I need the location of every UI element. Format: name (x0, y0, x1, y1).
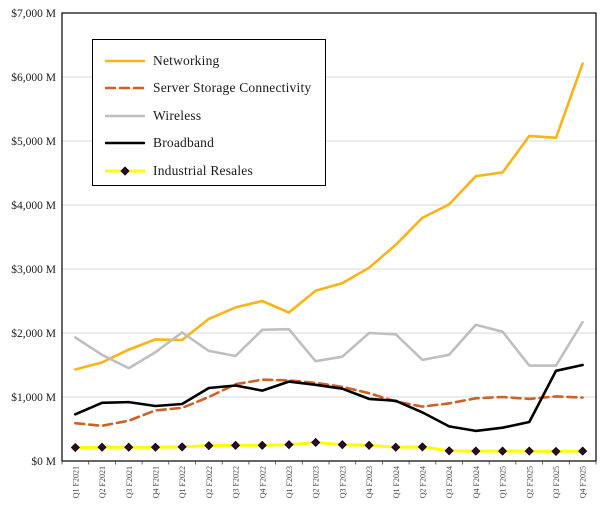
series-industrial-resales-marker (391, 442, 401, 452)
legend-item-server-storage-connectivity: Server Storage Connectivity (93, 75, 325, 103)
series-industrial-resales-marker (97, 442, 107, 452)
x-axis-label: Q4 F2024 (472, 466, 481, 498)
legend-label: Industrial Resales (153, 162, 253, 178)
x-axis-label: Q1 F2023 (285, 466, 294, 498)
x-axis-label: Q3 F2024 (445, 466, 454, 498)
series-networking-line (74, 62, 584, 371)
y-axis-label: $5,000 M (11, 135, 56, 148)
series-industrial-resales-marker (497, 446, 508, 456)
legend-label: Server Storage Connectivity (153, 80, 312, 96)
legend-swatch-wireless (105, 114, 145, 118)
series-industrial-resales-marker (444, 446, 454, 456)
x-axis-label: Q1 F2025 (499, 466, 508, 498)
series-wireless-line (74, 320, 584, 370)
y-axis-label: $1,000 M (11, 391, 56, 404)
legend-item-wireless: Wireless (93, 102, 325, 130)
y-axis-label: $3,000 M (11, 263, 56, 276)
legend-swatch-server-storage-connectivity (105, 86, 145, 90)
x-axis-label: Q4 F2023 (365, 466, 374, 498)
series-industrial-resales-marker (311, 437, 321, 448)
y-axis-label: $7,000 M (11, 7, 56, 20)
x-axis-label: Q3 F2021 (125, 466, 134, 498)
series-industrial-resales-marker (124, 442, 134, 452)
series-industrial-resales-marker (578, 446, 588, 456)
x-axis-label: Q1 F2024 (392, 466, 401, 498)
y-axis-label: $4,000 M (11, 199, 56, 212)
x-axis-label: Q1 F2021 (71, 466, 80, 498)
x-axis-label: Q2 F2025 (525, 466, 534, 498)
legend-swatch-industrial-resales (105, 166, 145, 176)
x-axis-label: Q4 F2025 (579, 466, 588, 498)
y-axis-label: $0 M (31, 455, 56, 468)
series-industrial-resales-marker (177, 442, 187, 452)
chart-legend: Networking Server Storage Connectivity Wir… (92, 39, 326, 186)
y-axis-label: $2,000 M (11, 327, 56, 340)
x-axis-label: Q4 F2022 (258, 466, 267, 498)
series-industrial-resales-marker (364, 440, 374, 450)
legend-label: Broadband (153, 135, 215, 151)
series-industrial-resales-marker (70, 442, 80, 453)
x-axis-label: Q2 F2024 (418, 466, 427, 498)
x-axis-label: Q3 F2023 (338, 466, 347, 498)
legend-item-industrial-resales: Industrial Resales (93, 157, 325, 185)
x-axis-label: Q2 F2022 (205, 466, 214, 498)
series-industrial-resales-marker (257, 440, 267, 450)
series-industrial-resales-marker (204, 441, 214, 451)
legend-item-broadband: Broadband (93, 130, 325, 158)
x-axis-label: Q2 F2023 (312, 466, 321, 498)
series-industrial-resales-marker (551, 446, 561, 456)
series-industrial-resales-marker (230, 440, 241, 450)
series-server-storage-connectivity-line (74, 378, 584, 428)
series-industrial-resales-marker (284, 440, 294, 450)
x-axis-label: Q3 F2022 (232, 466, 241, 498)
series-industrial-resales-marker (337, 440, 347, 450)
legend-label: Wireless (153, 107, 202, 123)
series-industrial-resales-marker (150, 442, 161, 452)
y-axis-label: $6,000 M (11, 71, 56, 84)
x-axis-label: Q1 F2022 (178, 466, 187, 498)
legend-swatch-networking (105, 59, 145, 63)
x-axis-label: Q3 F2025 (552, 466, 561, 498)
x-axis-label: Q2 F2021 (98, 466, 107, 498)
series-industrial-resales-marker (417, 442, 428, 452)
legend-swatch-broadband (105, 141, 145, 145)
series-industrial-resales-marker (524, 446, 534, 456)
x-axis-label: Q4 F2021 (151, 466, 160, 498)
series-broadband-line (74, 363, 584, 433)
legend-item-networking: Networking (93, 47, 325, 75)
legend-label: Networking (153, 52, 220, 68)
series-industrial-resales-marker (471, 446, 481, 456)
